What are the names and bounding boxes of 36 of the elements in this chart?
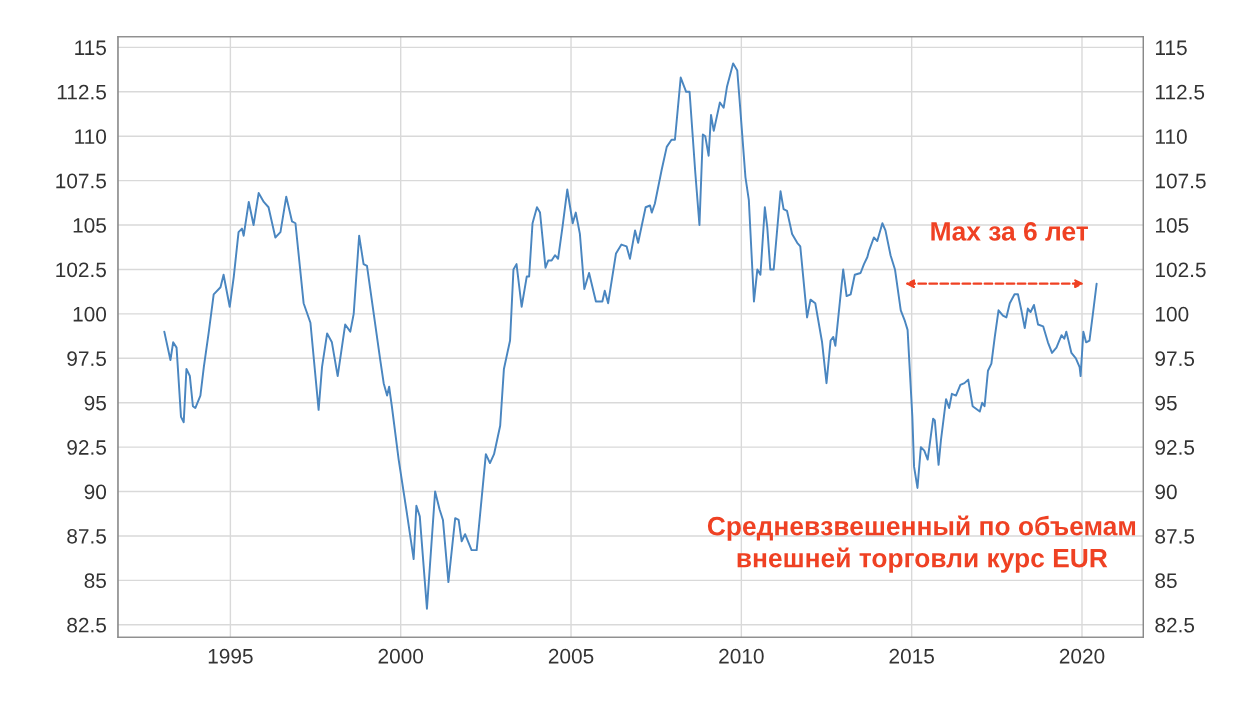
y-tick-label: 100 <box>73 306 107 322</box>
y-tick-label: 112.5 <box>57 84 106 100</box>
y2-tick-label: 112.5 <box>1156 84 1205 100</box>
y-tick-label: 87.5 <box>67 528 106 544</box>
y2-tick-label: 92.5 <box>1155 440 1195 455</box>
y-tick-label: 107.5 <box>56 173 106 189</box>
y2-tick-label: 110 <box>1156 129 1187 144</box>
y2-tick-label: 115 <box>1156 40 1187 56</box>
y2-tick-label: 90 <box>1155 484 1177 500</box>
x-tick-label: 2005 <box>548 648 594 664</box>
y-tick-label: 82.5 <box>67 617 106 633</box>
y2-tick-label: 95 <box>1155 395 1177 411</box>
y-tick-label: 95 <box>84 395 106 411</box>
x-tick-label: 1995 <box>208 648 253 664</box>
y-tick-label: 102.5 <box>56 262 106 278</box>
y-tick-label: 105 <box>73 218 106 233</box>
y2-tick-label: 85 <box>1155 573 1177 589</box>
y-tick-label: 110 <box>75 129 107 144</box>
annotation: Средневзвешенный по объемам внешней торговли курс EUR <box>707 515 1136 573</box>
y2-tick-label: 97.5 <box>1155 351 1195 367</box>
y2-tick-label: 100 <box>1156 306 1189 322</box>
x-tick-label: 2010 <box>719 648 764 664</box>
annotation: Max за 6 лет <box>931 222 1088 241</box>
y2-tick-label: 105 <box>1156 218 1189 233</box>
x-tick-label: 2020 <box>1059 648 1105 664</box>
y-tick-label: 85 <box>84 573 106 589</box>
y2-tick-label: 87.5 <box>1155 528 1195 544</box>
y-tick-label: 97.5 <box>67 351 106 367</box>
x-tick-label: 2000 <box>378 648 424 664</box>
y-tick-label: 92.5 <box>67 440 106 455</box>
y-tick-label: 115 <box>75 40 106 56</box>
x-tick-label: 2015 <box>889 648 934 664</box>
y2-tick-label: 102.5 <box>1156 262 1206 278</box>
y-tick-label: 90 <box>84 484 107 500</box>
y2-tick-label: 82.5 <box>1155 617 1195 633</box>
y2-tick-label: 107.5 <box>1156 173 1206 189</box>
